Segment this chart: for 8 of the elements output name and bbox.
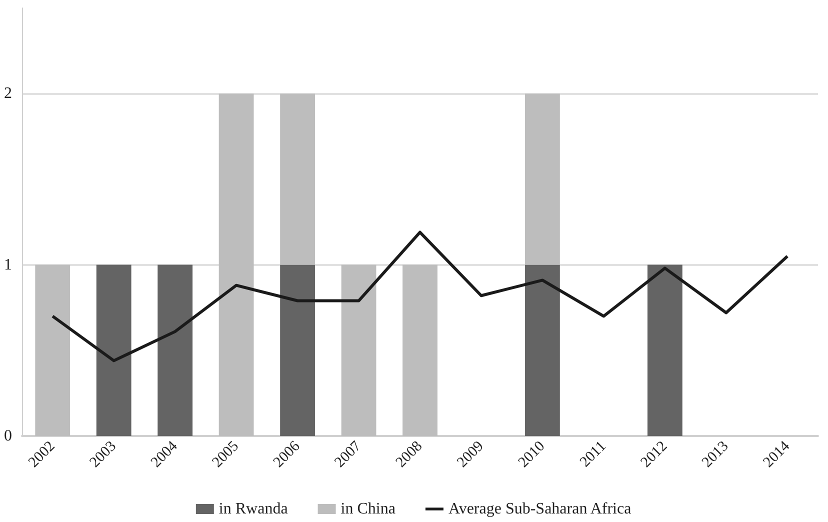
y-tick-label: 1 [4, 256, 12, 274]
y-tick-label: 0 [4, 428, 12, 444]
y-tick-label: 2 [4, 85, 12, 102]
legend-label: Average Sub-Saharan Africa [448, 500, 632, 518]
line-series [51, 230, 789, 362]
legend-label: in Rwanda [218, 500, 288, 518]
legend-label: in China [340, 500, 396, 518]
x-tick-label: 2011 [577, 438, 610, 470]
